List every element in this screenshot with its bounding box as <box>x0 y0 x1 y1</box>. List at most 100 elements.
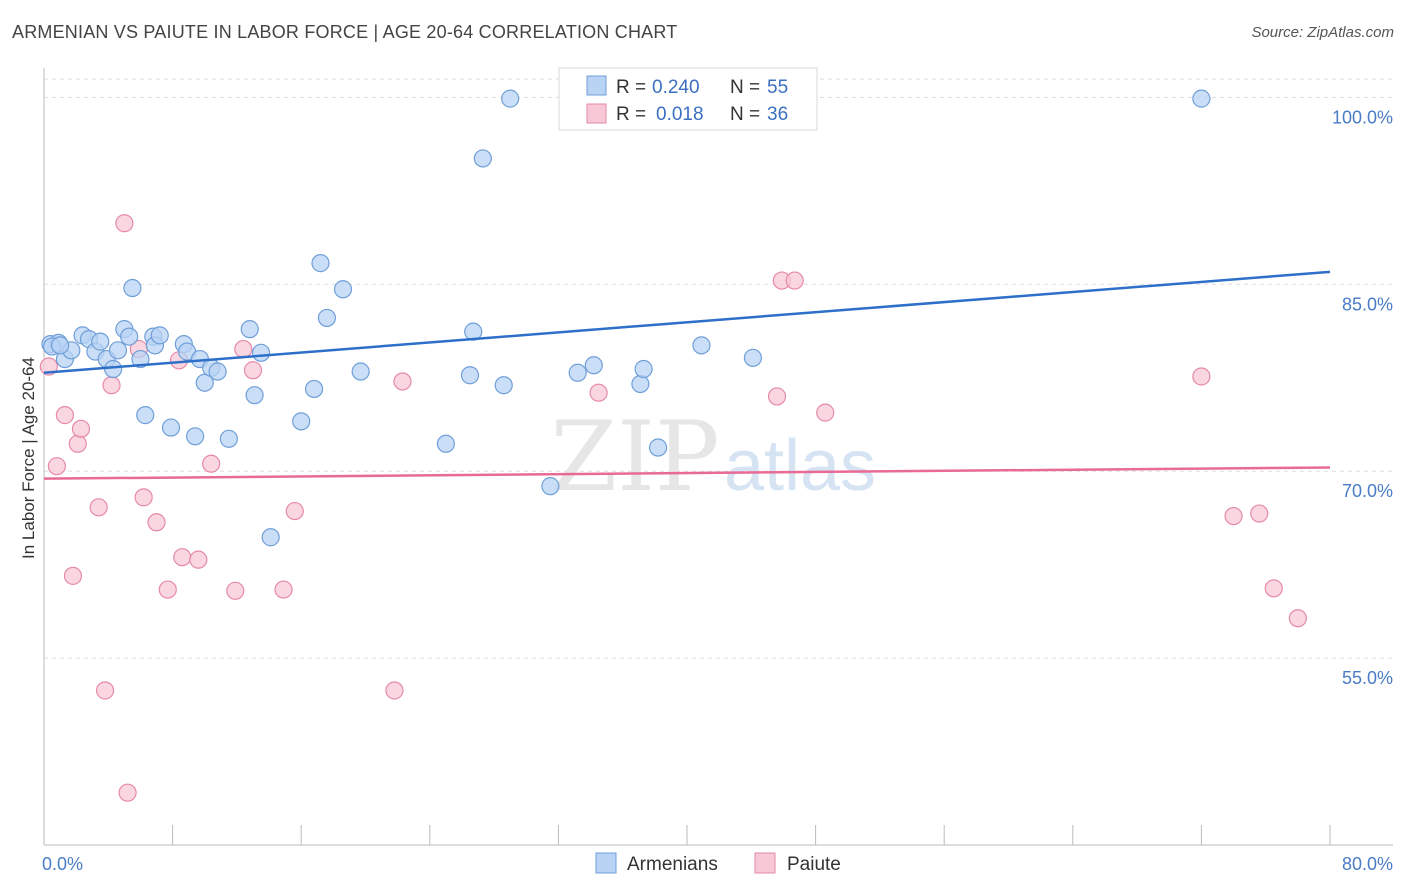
paiute-point-24 <box>385 681 404 700</box>
bottom-legend-label-armenians: Armenians <box>627 854 718 875</box>
bottom-legend: Armenians Paiute <box>595 852 841 875</box>
legend-r-label-armenians: R = <box>616 77 646 98</box>
paiute-point-29 <box>785 271 804 290</box>
armenian-point-48 <box>634 359 653 379</box>
paiute-point-3 <box>63 566 83 585</box>
legend-n-value-armenians: 55 <box>767 77 788 98</box>
armenian-point-32 <box>292 412 311 431</box>
armenian-point-19 <box>161 418 181 437</box>
paiute-point-12 <box>134 488 153 507</box>
armenian-point-35 <box>317 308 337 328</box>
y-axis-label: In Labor Force | Age 20-64 <box>19 357 38 559</box>
armenian-point-47 <box>631 374 650 394</box>
armenian-point-41 <box>473 149 492 168</box>
paiute-point-32 <box>1224 506 1243 526</box>
bottom-legend-label-paiute: Paiute <box>787 854 841 875</box>
paiute-point-8 <box>102 376 121 395</box>
bottom-legend-swatch-paiute <box>754 852 776 874</box>
paiute-trend-line <box>43 466 1331 480</box>
x-tick-labels: 0.0% 80.0% <box>42 854 1393 874</box>
armenian-point-54 <box>50 336 70 355</box>
paiute-point-22 <box>274 580 293 599</box>
watermark-atlas: atlas <box>724 426 876 506</box>
watermark-zip: ZIP <box>550 401 719 513</box>
armenian-point-13 <box>123 278 142 298</box>
legend-r-value-armenians: 0.240 <box>652 77 700 98</box>
armenian-point-28 <box>240 320 259 339</box>
paiute-point-20 <box>234 339 253 359</box>
armenian-point-10 <box>108 341 128 360</box>
y-tick-label-3: 55.0% <box>1342 668 1393 688</box>
armenian-point-31 <box>261 528 280 547</box>
axes <box>43 68 1393 846</box>
armenian-point-51 <box>743 348 763 367</box>
armenian-point-36 <box>333 280 353 299</box>
paiute-point-6 <box>89 498 108 517</box>
paiute-point-35 <box>1288 609 1307 628</box>
legend-n-label-armenians: N = <box>730 77 760 98</box>
paiute-point-13 <box>147 513 166 532</box>
y-tick-labels: 100.0% 85.0% 70.0% 55.0% <box>1332 107 1393 688</box>
trend-lines <box>43 270 1331 480</box>
paiute-point-2 <box>55 406 74 425</box>
paiute-point-34 <box>1264 579 1283 598</box>
legend-r-label-paiute: R = <box>616 104 646 125</box>
armenian-point-34 <box>311 254 330 273</box>
source-credit: Source: ZipAtlas.com <box>1251 24 1394 41</box>
paiute-point-33 <box>1250 504 1269 523</box>
bottom-legend-swatch-armenians <box>595 852 617 874</box>
paiute-point-10 <box>118 783 137 802</box>
paiute-point-7 <box>95 681 115 700</box>
armenian-point-44 <box>541 477 560 496</box>
x-tick-label-1: 80.0% <box>1342 854 1393 874</box>
armenian-point-29 <box>245 386 264 405</box>
armenian-point-14 <box>131 349 150 369</box>
armenian-point-7 <box>91 332 110 351</box>
paiute-point-30 <box>816 403 835 422</box>
armenian-points <box>41 89 1211 547</box>
paiute-point-23 <box>285 501 304 521</box>
paiute-point-18 <box>202 454 221 473</box>
armenian-point-43 <box>501 89 520 108</box>
y-tick-label-1: 85.0% <box>1342 294 1393 314</box>
armenian-trend-line <box>43 270 1331 375</box>
armenian-point-42 <box>494 376 513 395</box>
armenian-point-46 <box>584 356 603 375</box>
paiute-point-17 <box>189 550 208 569</box>
legend-n-label-paiute: N = <box>730 104 760 125</box>
paiute-point-19 <box>226 581 245 600</box>
armenian-point-12 <box>120 327 139 346</box>
top-legend: R = 0.240 N = 55 R = 0.018 N = 36 <box>558 67 818 131</box>
armenian-point-26 <box>208 362 227 381</box>
y-tick-label-2: 70.0% <box>1342 481 1393 501</box>
armenian-point-50 <box>692 336 711 355</box>
paiute-point-27 <box>767 387 787 406</box>
armenian-point-15 <box>136 406 155 425</box>
armenian-point-30 <box>251 343 271 362</box>
chart-title: ARMENIAN VS PAIUTE IN LABOR FORCE | AGE … <box>12 22 678 42</box>
armenian-point-22 <box>186 427 205 446</box>
armenian-point-52 <box>1192 89 1211 108</box>
x-tick-label-0: 0.0% <box>42 854 83 874</box>
armenian-point-39 <box>460 366 480 385</box>
legend-swatch-armenians <box>586 75 607 96</box>
paiute-point-4 <box>68 434 87 453</box>
y-tick-label-0: 100.0% <box>1332 107 1393 127</box>
armenian-point-38 <box>436 434 455 453</box>
armenian-point-33 <box>304 379 324 399</box>
legend-r-value-paiute: 0.018 <box>656 104 704 125</box>
armenian-point-24 <box>195 373 214 392</box>
paiute-point-25 <box>393 372 412 391</box>
armenian-point-18 <box>150 326 169 345</box>
paiute-point-5 <box>71 419 91 438</box>
paiute-point-21 <box>243 361 263 380</box>
paiute-point-1 <box>47 457 66 476</box>
armenian-point-49 <box>648 438 668 457</box>
armenian-point-27 <box>219 429 238 448</box>
paiute-point-9 <box>115 214 134 233</box>
paiute-point-0 <box>39 357 58 376</box>
paiute-point-14 <box>158 580 177 599</box>
legend-swatch-paiute <box>586 103 607 124</box>
paiute-point-31 <box>1192 367 1211 386</box>
